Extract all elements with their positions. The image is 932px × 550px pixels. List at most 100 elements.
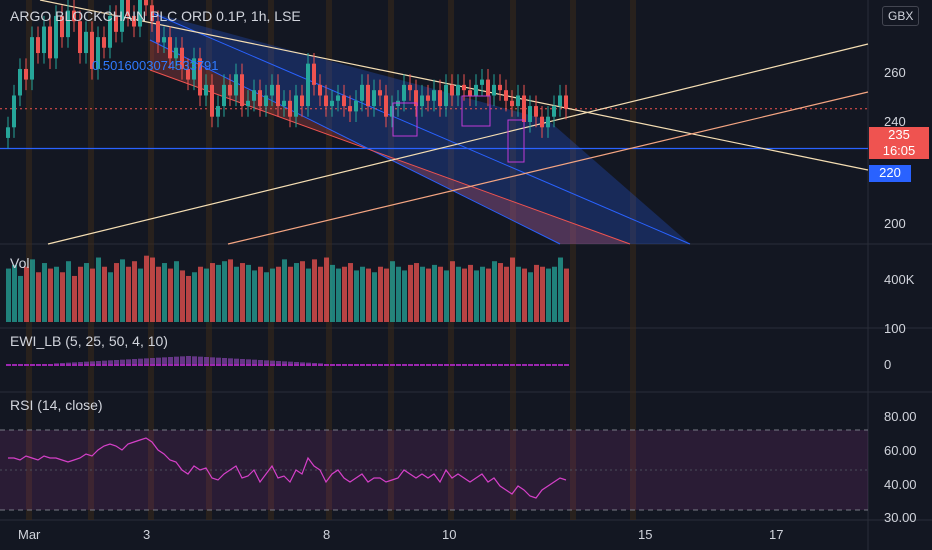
ewi-baseline-tick: [432, 364, 437, 366]
volume-bar: [498, 263, 503, 322]
ewi-baseline-tick: [522, 364, 527, 366]
time-tick-8: 8: [323, 527, 331, 542]
volume-bar: [150, 257, 155, 322]
ewi-baseline-tick: [318, 364, 323, 366]
ewi-baseline-tick: [252, 364, 257, 366]
volume-bar: [408, 264, 413, 322]
ewi-bar: [294, 362, 299, 364]
ewi-bar: [270, 360, 275, 364]
ewi-baseline-tick: [480, 364, 485, 366]
ewi-baseline-tick: [66, 364, 71, 366]
candle-body: [444, 84, 448, 107]
volume-bar: [456, 266, 461, 322]
pattern-box: [461, 95, 491, 127]
ewi-baseline-tick: [438, 364, 443, 366]
volume-bar: [474, 270, 479, 322]
candle-body: [354, 100, 358, 112]
ewi-bar: [174, 356, 179, 364]
volume-bar: [360, 266, 365, 322]
ewi-baseline-tick: [426, 364, 431, 366]
volume-bar: [264, 272, 269, 322]
ewi-baseline-tick: [348, 364, 353, 366]
volume-bar: [132, 261, 137, 322]
candle-body: [564, 95, 568, 109]
volume-bar: [222, 261, 227, 322]
ewi-baseline-tick: [246, 364, 251, 366]
candle-body: [18, 68, 22, 96]
volume-bar: [372, 272, 377, 322]
volume-bar: [492, 261, 497, 322]
ewi-bar: [234, 358, 239, 364]
time-tick-17: 17: [769, 527, 784, 542]
volume-bar: [210, 263, 215, 322]
volume-bar: [300, 261, 305, 322]
candle-body: [144, 0, 148, 6]
candle-body: [150, 5, 154, 22]
ewi-baseline-tick: [234, 364, 239, 366]
ewi-baseline-tick: [156, 364, 161, 366]
volume-bar: [306, 268, 311, 322]
candle-body: [54, 15, 58, 59]
ewi-baseline-tick: [414, 364, 419, 366]
volume-bar: [324, 257, 329, 322]
volume-bar: [120, 259, 125, 322]
volume-label: Vol: [10, 255, 30, 271]
ewi-baseline-tick: [126, 364, 131, 366]
time-tick-3: 3: [143, 527, 151, 542]
volume-bar: [48, 268, 53, 322]
candle-body: [24, 68, 28, 80]
ewi-baseline-tick: [270, 364, 275, 366]
volume-bar: [12, 264, 17, 322]
channel-mid-line: [149, 39, 561, 245]
ewi-label: EWI_LB (5, 25, 50, 4, 10): [10, 333, 168, 349]
candle-body: [378, 90, 382, 96]
volume-bar: [6, 268, 11, 322]
candle-body: [12, 95, 16, 128]
volume-bar: [546, 268, 551, 322]
fib-label: 0.5016003074533791: [92, 58, 219, 73]
volume-tick-400k: 400K: [884, 272, 915, 287]
volume-bar: [204, 268, 209, 322]
ewi-baseline-tick: [204, 364, 209, 366]
candle-body: [510, 100, 514, 107]
volume-bar: [552, 266, 557, 322]
candle-body: [294, 95, 298, 117]
candle-body: [366, 84, 370, 107]
candle-body: [522, 95, 526, 122]
ewi-baseline-tick: [564, 364, 569, 366]
ewi-baseline-tick: [342, 364, 347, 366]
volume-bar: [282, 259, 287, 322]
candle-body: [450, 84, 454, 96]
volume-bar: [384, 268, 389, 322]
candle-body: [210, 84, 214, 117]
volume-bar: [504, 266, 509, 322]
ewi-bar: [156, 357, 161, 364]
volume-bar: [54, 266, 59, 322]
volume-bar: [198, 266, 203, 322]
candle-body: [240, 74, 244, 107]
ewi-baseline-tick: [420, 364, 425, 366]
candle-body: [498, 84, 502, 91]
candle-body: [42, 26, 46, 54]
session-stripe: [26, 0, 32, 520]
ewi-baseline-tick: [264, 364, 269, 366]
ewi-bar: [258, 360, 263, 364]
time-tick-mar: Mar: [18, 527, 41, 542]
ewi-bar: [96, 361, 101, 364]
session-stripe: [570, 0, 576, 520]
currency-button[interactable]: GBX: [882, 6, 920, 26]
ewi-bar: [288, 361, 293, 364]
ewi-baseline-tick: [102, 364, 107, 366]
ewi-baseline-tick: [282, 364, 287, 366]
ewi-baseline-tick: [54, 364, 59, 366]
volume-bar: [396, 266, 401, 322]
ewi-bar: [306, 362, 311, 364]
candle-body: [78, 21, 82, 54]
volume-bar: [216, 264, 221, 322]
candle-body: [90, 31, 94, 69]
ewi-baseline-tick: [294, 364, 299, 366]
candle-body: [438, 90, 442, 107]
volume-bar: [450, 261, 455, 322]
